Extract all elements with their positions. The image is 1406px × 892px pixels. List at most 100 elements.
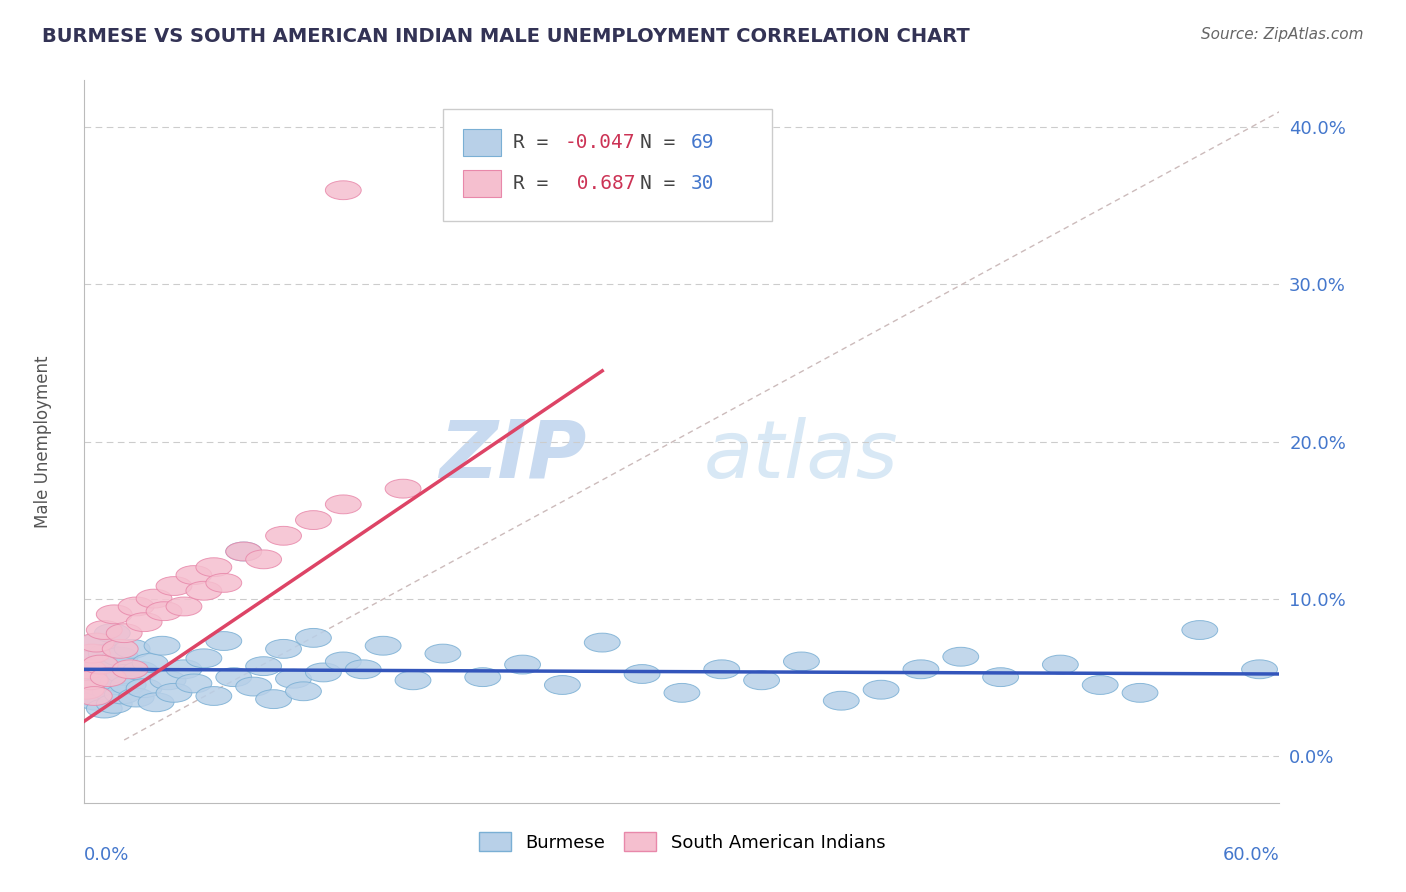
Text: 0.0%: 0.0%: [84, 847, 129, 864]
Ellipse shape: [226, 542, 262, 561]
Ellipse shape: [624, 665, 659, 683]
Ellipse shape: [195, 687, 232, 706]
Ellipse shape: [346, 660, 381, 679]
FancyBboxPatch shape: [463, 169, 502, 197]
Ellipse shape: [86, 699, 122, 718]
Ellipse shape: [366, 636, 401, 655]
Ellipse shape: [104, 685, 141, 704]
Text: atlas: atlas: [704, 417, 898, 495]
Text: R =: R =: [513, 174, 561, 193]
Text: N =: N =: [640, 133, 688, 152]
Ellipse shape: [176, 674, 212, 693]
Ellipse shape: [903, 660, 939, 679]
Ellipse shape: [585, 633, 620, 652]
Ellipse shape: [84, 655, 121, 674]
Ellipse shape: [246, 549, 281, 569]
Ellipse shape: [285, 681, 322, 701]
Ellipse shape: [89, 644, 124, 663]
Ellipse shape: [76, 671, 112, 690]
Ellipse shape: [156, 683, 191, 702]
Text: 60.0%: 60.0%: [1223, 847, 1279, 864]
Ellipse shape: [295, 510, 332, 530]
Ellipse shape: [114, 640, 150, 658]
Ellipse shape: [395, 671, 432, 690]
Ellipse shape: [127, 679, 162, 698]
Ellipse shape: [325, 652, 361, 671]
Text: -0.047: -0.047: [565, 133, 636, 152]
Ellipse shape: [744, 671, 779, 690]
Ellipse shape: [266, 640, 301, 658]
Ellipse shape: [86, 621, 122, 640]
Ellipse shape: [195, 558, 232, 576]
Text: Source: ZipAtlas.com: Source: ZipAtlas.com: [1201, 27, 1364, 42]
Ellipse shape: [186, 582, 222, 600]
Text: 30: 30: [690, 174, 714, 193]
Ellipse shape: [176, 566, 212, 584]
Ellipse shape: [122, 662, 157, 681]
Ellipse shape: [156, 576, 191, 596]
Ellipse shape: [704, 660, 740, 679]
Ellipse shape: [73, 687, 108, 706]
Ellipse shape: [112, 660, 148, 679]
Ellipse shape: [246, 657, 281, 675]
Ellipse shape: [783, 652, 820, 671]
Ellipse shape: [425, 644, 461, 663]
Ellipse shape: [266, 526, 301, 545]
Ellipse shape: [1241, 660, 1278, 679]
Ellipse shape: [146, 602, 181, 621]
Ellipse shape: [983, 668, 1018, 687]
Ellipse shape: [94, 624, 131, 642]
Ellipse shape: [76, 687, 112, 706]
Ellipse shape: [325, 495, 361, 514]
Ellipse shape: [1182, 621, 1218, 640]
Ellipse shape: [145, 636, 180, 655]
Ellipse shape: [118, 688, 155, 707]
Ellipse shape: [93, 681, 128, 701]
Ellipse shape: [236, 677, 271, 696]
Text: N =: N =: [640, 174, 688, 193]
Ellipse shape: [75, 644, 110, 663]
Ellipse shape: [205, 574, 242, 592]
Text: BURMESE VS SOUTH AMERICAN INDIAN MALE UNEMPLOYMENT CORRELATION CHART: BURMESE VS SOUTH AMERICAN INDIAN MALE UN…: [42, 27, 970, 45]
Ellipse shape: [118, 597, 155, 615]
Ellipse shape: [83, 655, 118, 674]
Ellipse shape: [103, 648, 138, 666]
Ellipse shape: [664, 683, 700, 702]
Ellipse shape: [132, 654, 169, 673]
Ellipse shape: [1042, 655, 1078, 674]
Ellipse shape: [544, 675, 581, 694]
Ellipse shape: [1083, 675, 1118, 694]
Ellipse shape: [465, 668, 501, 687]
Ellipse shape: [385, 479, 420, 498]
Ellipse shape: [73, 671, 108, 690]
Ellipse shape: [70, 681, 107, 699]
Ellipse shape: [103, 640, 138, 658]
Ellipse shape: [107, 624, 142, 642]
Text: ZIP: ZIP: [439, 417, 586, 495]
Ellipse shape: [205, 632, 242, 650]
Text: Male Unemployment: Male Unemployment: [34, 355, 52, 528]
Ellipse shape: [79, 691, 114, 710]
Ellipse shape: [943, 648, 979, 666]
Ellipse shape: [295, 629, 332, 648]
Ellipse shape: [98, 658, 134, 677]
Ellipse shape: [276, 669, 312, 688]
FancyBboxPatch shape: [463, 128, 502, 156]
Ellipse shape: [83, 677, 118, 696]
Ellipse shape: [75, 650, 110, 669]
Ellipse shape: [863, 681, 898, 699]
Ellipse shape: [90, 668, 127, 687]
Ellipse shape: [80, 633, 117, 652]
Ellipse shape: [79, 633, 114, 652]
Ellipse shape: [96, 694, 132, 714]
Ellipse shape: [136, 590, 172, 608]
Text: 0.687: 0.687: [565, 174, 636, 193]
Ellipse shape: [217, 668, 252, 687]
Text: 69: 69: [690, 133, 714, 152]
Ellipse shape: [166, 597, 202, 615]
FancyBboxPatch shape: [443, 109, 772, 221]
Ellipse shape: [110, 675, 146, 694]
Ellipse shape: [325, 181, 361, 200]
Ellipse shape: [305, 663, 342, 681]
Ellipse shape: [150, 671, 186, 690]
